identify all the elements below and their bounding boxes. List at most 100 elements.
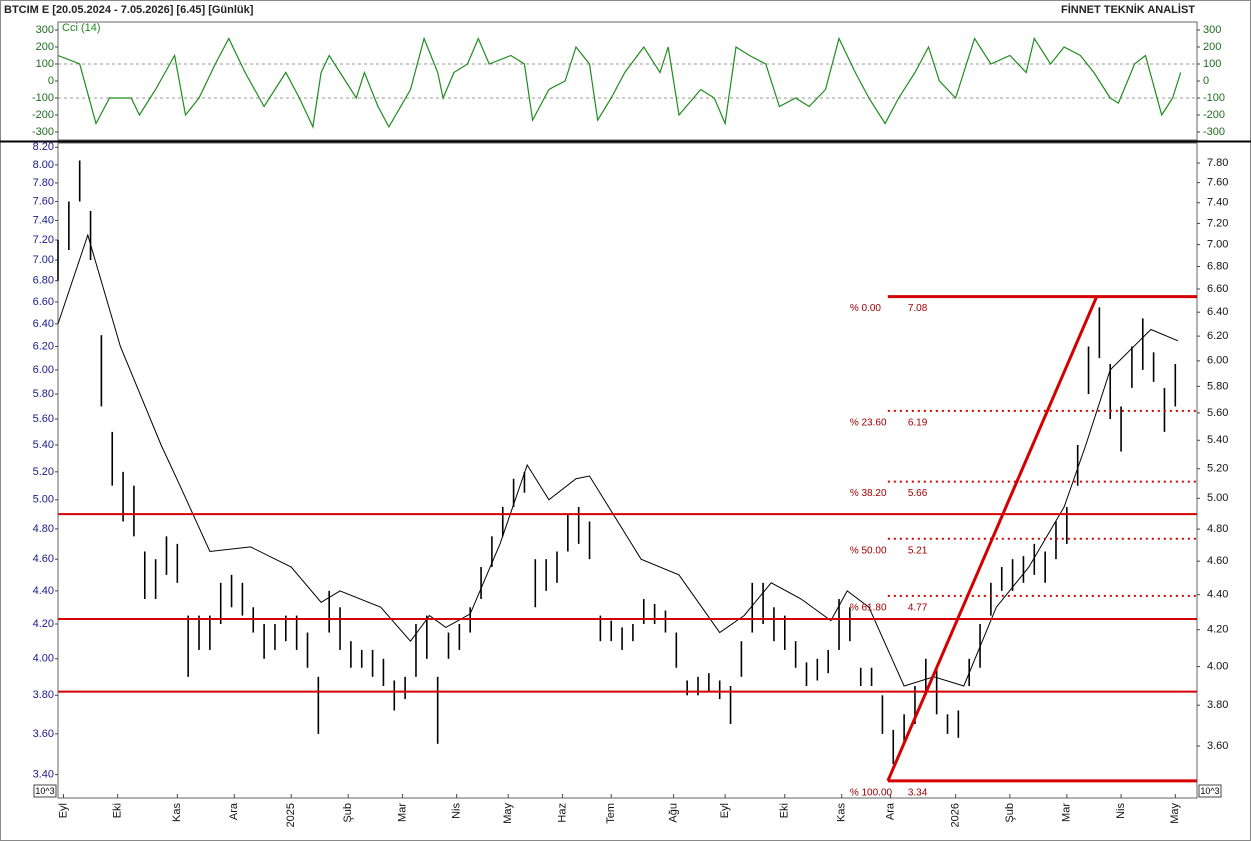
y2-tick-label: 6.20 [1207, 330, 1228, 342]
x-tick-label: Ağu [668, 803, 680, 823]
y-tick-label: -300 [32, 126, 54, 138]
header-brand: FİNNET TEKNİK ANALİST [1061, 3, 1195, 16]
y2-tick-label: -100 [1203, 92, 1225, 104]
y2-tick-label: 7.80 [1207, 157, 1228, 169]
x-tick-label: Eyl [719, 803, 731, 818]
y-tick-label: 7.60 [33, 195, 54, 207]
fib-price: 6.19 [908, 418, 928, 429]
y2-tick-label: 4.20 [1207, 624, 1228, 636]
y-tick-label: 4.40 [33, 585, 54, 597]
y2-tick-label: 7.00 [1207, 239, 1228, 251]
fib-price: 5.21 [908, 545, 928, 556]
y-tick-label: 5.00 [33, 494, 54, 506]
y2-tick-label: 5.40 [1207, 434, 1228, 446]
y-tick-label: 100 [36, 58, 54, 70]
y-tick-label: 3.40 [33, 768, 54, 780]
y-tick-label: 7.20 [33, 234, 54, 246]
y2-tick-label: 300 [1203, 24, 1221, 36]
header-title: BTCIM E [20.05.2024 - 7.05.2026] [6.45] … [4, 4, 254, 16]
cci-title: Cci (14) [62, 22, 101, 34]
y2-tick-label: 5.80 [1207, 380, 1228, 392]
x-tick-label: Nis [1115, 803, 1127, 819]
y2-tick-label: 6.00 [1207, 355, 1228, 367]
y2-tick-label: 7.60 [1207, 177, 1228, 189]
fib-label: % 50.00 [850, 545, 887, 556]
y-tick-label: 8.00 [33, 159, 54, 171]
y-tick-label: 4.00 [33, 653, 54, 665]
y-tick-label: 6.80 [33, 275, 54, 287]
y-tick-label: 7.80 [33, 177, 54, 189]
y-tick-label: 4.60 [33, 553, 54, 565]
x-tick-label: May [1169, 803, 1181, 824]
x-tick-label: Tem [605, 803, 617, 824]
y2-tick-label: 4.80 [1207, 523, 1228, 535]
y2-tick-label: 4.00 [1207, 660, 1228, 672]
y-tick-label: 5.60 [33, 413, 54, 425]
y-tick-label: 6.60 [33, 296, 54, 308]
x-tick-label: Haz [556, 803, 568, 823]
y-tick-label: 4.20 [33, 618, 54, 630]
y-tick-label: -100 [32, 92, 54, 104]
y2-tick-label: 7.20 [1207, 217, 1228, 229]
x-tick-label: Mar [1061, 803, 1073, 822]
fib-price: 5.66 [908, 488, 928, 499]
fib-label: % 61.80 [850, 603, 887, 614]
x-tick-label: Ara [228, 802, 240, 820]
fib-label: % 23.60 [850, 418, 887, 429]
y-tick-label: 300 [36, 24, 54, 36]
x-tick-label: Şub [1004, 803, 1016, 823]
y2-tick-label: 200 [1203, 41, 1221, 53]
x-tick-label: Eki [779, 803, 791, 818]
fib-price: 3.34 [908, 788, 928, 799]
price-panel [57, 142, 1198, 799]
x-tick-label: Eyl [57, 803, 69, 818]
y2-tick-label: 6.80 [1207, 260, 1228, 272]
fib-label: % 100.00 [850, 788, 893, 799]
x-tick-label: 2025 [285, 803, 297, 827]
x-tick-label: 2026 [950, 803, 962, 827]
y-tick-label: 7.00 [33, 254, 54, 266]
y-tick-label: 200 [36, 41, 54, 53]
y2-tick-label: 3.80 [1207, 699, 1228, 711]
x-tick-label: Kas [171, 803, 183, 822]
y-tick-label: 8.20 [33, 141, 54, 153]
y2-tick-label: 3.60 [1207, 740, 1228, 752]
x-tick-label: Kas [836, 803, 848, 822]
x-tick-label: Ara [884, 802, 896, 820]
y-tick-label: 3.60 [33, 728, 54, 740]
x-tick-label: Şub [342, 803, 354, 823]
y2-tick-label: 7.40 [1207, 197, 1228, 209]
x-tick-label: Nis [451, 803, 463, 819]
y-tick-label: 6.20 [33, 340, 54, 352]
y-tick-label: 3.80 [33, 689, 54, 701]
trend-line [886, 296, 1099, 782]
y-tick-label: -200 [32, 109, 54, 121]
y2-tick-label: 100 [1203, 58, 1221, 70]
x-tick-label: Eki [112, 803, 124, 818]
fib-price: 7.08 [908, 303, 928, 314]
y-tick-label: 0 [48, 75, 54, 87]
fib-label: % 0.00 [850, 303, 882, 314]
unit-label: 10^3 [35, 786, 54, 796]
y-tick-label: 7.40 [33, 214, 54, 226]
y-tick-label: 6.40 [33, 318, 54, 330]
y-tick-label: 6.00 [33, 364, 54, 376]
y2-tick-label: 4.40 [1207, 589, 1228, 601]
y-tick-label: 5.80 [33, 388, 54, 400]
y2-tick-label: -200 [1203, 109, 1225, 121]
x-tick-label: May [502, 803, 514, 824]
y2-tick-label: -300 [1203, 126, 1225, 138]
y2-tick-label: 5.00 [1207, 492, 1228, 504]
y2-tick-label: 5.60 [1207, 407, 1228, 419]
y-tick-label: 5.40 [33, 439, 54, 451]
fib-label: % 38.20 [850, 488, 887, 499]
y-tick-label: 4.80 [33, 523, 54, 535]
y2-tick-label: 6.40 [1207, 306, 1228, 318]
unit-box [33, 784, 57, 798]
y2-tick-label: 6.60 [1207, 283, 1228, 295]
unit-box [1198, 784, 1222, 798]
y2-tick-label: 5.20 [1207, 463, 1228, 475]
